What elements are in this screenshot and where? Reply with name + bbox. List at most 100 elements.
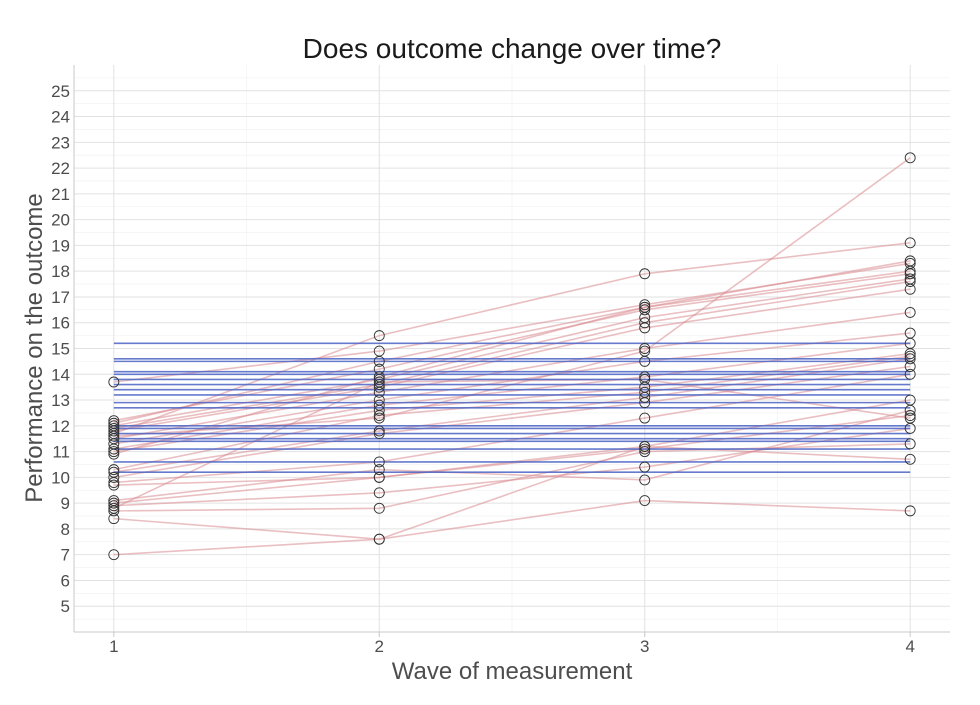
data-point [373, 425, 385, 437]
y-tick-label: 21 [51, 185, 70, 204]
data-point [904, 438, 916, 450]
data-point [373, 376, 385, 388]
data-point [373, 428, 385, 439]
y-axis-title: Performance on the outcome [21, 193, 48, 503]
data-point [904, 353, 916, 365]
data-point [108, 500, 120, 512]
chart-title: Does outcome change over time? [303, 33, 722, 64]
data-point [639, 304, 651, 316]
data-point [108, 495, 120, 507]
data-point [639, 461, 651, 473]
y-tick-label: 12 [51, 417, 70, 436]
data-point [904, 273, 916, 285]
data-point [639, 386, 651, 398]
y-tick-label: 14 [51, 365, 70, 384]
data-point [373, 394, 385, 406]
data-point [639, 474, 651, 486]
data-point [904, 258, 916, 269]
data-point [904, 237, 916, 249]
data-point [373, 502, 385, 514]
data-point [373, 363, 385, 375]
y-tick-label: 6 [61, 571, 70, 590]
trajectory-line [113, 358, 911, 473]
trajectory-line [113, 427, 911, 507]
trajectory-line [113, 499, 911, 556]
y-tick-label: 15 [51, 340, 70, 359]
data-point [108, 471, 120, 483]
labels: Does outcome change over time? Wave of m… [21, 33, 721, 685]
data-point [373, 487, 385, 499]
data-point [373, 399, 385, 411]
data-point [639, 299, 651, 311]
data-point [639, 446, 651, 458]
data-point [373, 371, 385, 383]
y-tick-label: 10 [51, 468, 70, 487]
y-tick-label: 9 [61, 494, 70, 513]
data-point [373, 412, 385, 424]
data-point [904, 368, 916, 380]
data-point [108, 422, 120, 434]
data-point [108, 430, 120, 442]
data-point [639, 443, 651, 455]
data-point [904, 350, 916, 362]
data-point [904, 453, 916, 465]
x-tick-label: 3 [640, 637, 649, 656]
y-tick-label: 18 [51, 262, 70, 281]
y-tick-label: 8 [61, 520, 70, 539]
data-point [904, 152, 916, 164]
data-point [108, 479, 120, 491]
data-point [108, 446, 120, 458]
data-point [108, 497, 120, 509]
x-tick-label: 1 [109, 637, 118, 656]
data-point [373, 345, 385, 357]
data-point [904, 410, 916, 421]
data-point [373, 379, 385, 391]
data-point [108, 549, 120, 561]
data-points [108, 152, 916, 561]
trajectory-line [113, 414, 911, 504]
y-tick-label: 19 [51, 236, 70, 255]
y-tick-label: 7 [61, 546, 70, 565]
y-tick-label: 11 [52, 443, 70, 462]
mean-lines [113, 342, 911, 474]
y-tick-label: 20 [51, 211, 70, 230]
data-point [639, 440, 651, 452]
data-point [108, 376, 120, 388]
data-point [108, 415, 120, 427]
y-tick-label: 16 [51, 314, 70, 333]
y-tick-label: 13 [51, 391, 70, 410]
data-point [639, 301, 651, 313]
y-tick-label: 25 [51, 82, 70, 101]
data-point [639, 495, 651, 507]
trajectory-line [113, 260, 911, 455]
data-point [639, 373, 651, 385]
data-point [373, 456, 385, 468]
trajectory-line [113, 288, 911, 432]
data-point [108, 502, 120, 514]
y-tick-label: 22 [51, 159, 70, 178]
y-tick-label: 17 [51, 288, 70, 307]
data-point [373, 330, 385, 342]
y-tick-label: 5 [61, 597, 70, 616]
data-point [904, 255, 916, 267]
data-point [108, 428, 120, 439]
data-point [639, 371, 651, 383]
data-point [904, 412, 916, 424]
data-point [904, 327, 916, 339]
x-tick-label: 4 [905, 637, 914, 656]
x-tick-label: 2 [375, 637, 384, 656]
x-axis-title: Wave of measurement [392, 658, 633, 685]
trajectory-line [113, 352, 911, 453]
y-tick-label: 24 [51, 108, 70, 127]
trajectory-line [113, 270, 911, 424]
data-point [904, 306, 916, 318]
data-point [904, 394, 916, 406]
data-point [639, 412, 651, 424]
trajectory-line [113, 445, 911, 541]
trajectory-line [113, 378, 911, 510]
data-point [108, 448, 120, 460]
data-point [373, 464, 385, 476]
